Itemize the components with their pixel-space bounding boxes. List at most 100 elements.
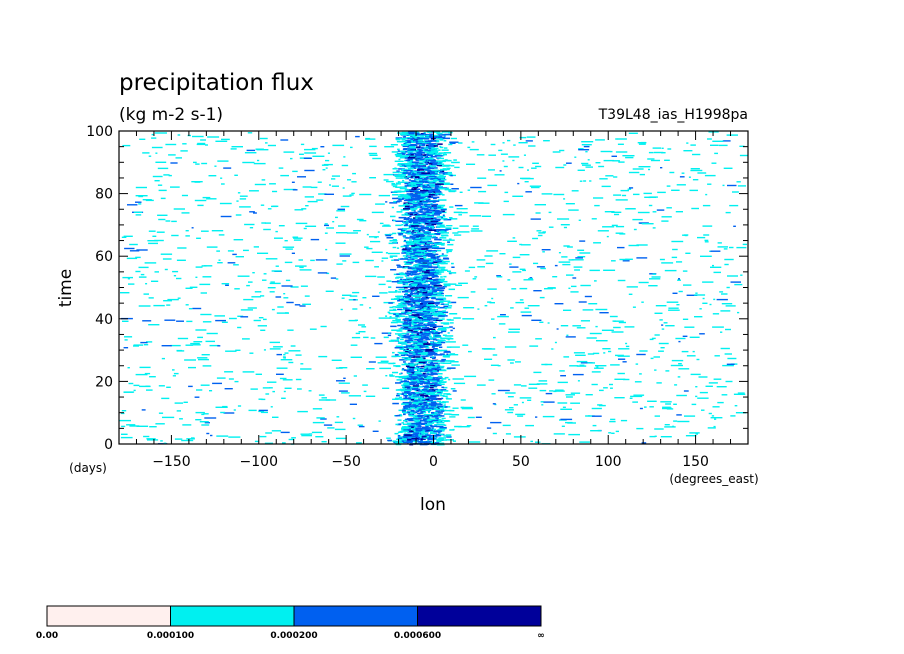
heatmap-cell — [560, 224, 570, 226]
heatmap-cell — [704, 241, 709, 243]
heatmap-cell — [513, 384, 522, 386]
heatmap-cell — [413, 269, 421, 272]
heatmap-cell — [603, 352, 606, 354]
heatmap-cell — [413, 342, 417, 344]
heatmap-cell — [185, 287, 193, 289]
heatmap-cell — [438, 442, 445, 444]
heatmap-cell — [414, 420, 419, 423]
heatmap-cell — [561, 256, 568, 258]
heatmap-cell — [701, 409, 705, 411]
heatmap-cell — [519, 254, 530, 256]
heatmap-cell — [444, 135, 447, 137]
heatmap-cell — [369, 307, 372, 309]
heatmap-cell — [442, 131, 450, 133]
heatmap-cell — [312, 421, 325, 424]
heatmap-cell — [406, 231, 410, 233]
heatmap-cell — [133, 211, 143, 213]
heatmap-cell — [171, 220, 177, 223]
heatmap-cell — [695, 433, 698, 435]
heatmap-cell — [690, 144, 696, 146]
heatmap-cell — [725, 211, 731, 214]
heatmap-cell — [414, 244, 422, 246]
heatmap-cell — [403, 208, 411, 210]
heatmap-cell — [356, 218, 364, 221]
heatmap-cell — [234, 288, 240, 290]
heatmap-cell — [423, 307, 428, 309]
heatmap-cell — [469, 441, 481, 443]
heatmap-cell — [671, 240, 684, 243]
heatmap-cell — [402, 227, 410, 230]
heatmap-cell — [454, 234, 462, 236]
heatmap-cell — [427, 240, 432, 243]
heatmap-cell — [410, 138, 414, 140]
heatmap-cell — [661, 147, 664, 149]
heatmap-cell — [443, 147, 448, 149]
heatmap-cell — [439, 346, 443, 348]
heatmap-cell — [285, 248, 293, 250]
heatmap-cell — [419, 173, 427, 176]
heatmap-cell — [297, 388, 302, 390]
heatmap-cell — [424, 365, 433, 368]
heatmap-cell — [424, 205, 432, 208]
heatmap-cell — [185, 304, 189, 306]
heatmap-cell — [412, 273, 417, 276]
heatmap-cell — [403, 420, 408, 422]
heatmap-cell — [521, 314, 532, 317]
heatmap-cell — [231, 146, 243, 148]
heatmap-cell — [392, 219, 395, 222]
heatmap-cell — [394, 167, 397, 169]
heatmap-cell — [337, 208, 345, 210]
heatmap-cell — [410, 427, 416, 430]
heatmap-cell — [615, 225, 625, 228]
heatmap-cell — [632, 218, 643, 221]
heatmap-cell — [492, 354, 498, 356]
heatmap-cell — [389, 374, 393, 376]
heatmap-cell — [676, 414, 682, 416]
heatmap-cell — [420, 137, 424, 139]
heatmap-cell — [462, 344, 469, 346]
heatmap-cell — [396, 276, 404, 279]
heatmap-cell — [342, 260, 347, 262]
heatmap-cell — [414, 351, 423, 354]
heatmap-cell — [401, 139, 406, 141]
heatmap-cell — [352, 417, 356, 420]
heatmap-cell — [409, 352, 418, 354]
heatmap-cell — [407, 383, 415, 386]
heatmap-cell — [447, 270, 452, 272]
heatmap-cell — [407, 267, 411, 270]
heatmap-cell — [444, 188, 452, 191]
heatmap-cell — [662, 406, 671, 408]
heatmap-cell — [579, 240, 586, 242]
heatmap-cell — [439, 383, 445, 385]
heatmap-cell — [429, 324, 437, 326]
heatmap-cell — [432, 219, 441, 222]
heatmap-cell — [404, 404, 411, 406]
heatmap-cell — [272, 190, 278, 193]
heatmap-cell — [186, 320, 193, 323]
heatmap-cell — [410, 206, 416, 208]
heatmap-cell — [264, 442, 273, 444]
heatmap-cell — [515, 361, 521, 363]
heatmap-cell — [423, 254, 427, 257]
heatmap-cell — [678, 368, 690, 370]
heatmap-cell — [401, 164, 409, 167]
heatmap-cell — [427, 288, 430, 290]
heatmap-cell — [443, 435, 451, 437]
heatmap-cell — [723, 167, 733, 169]
heatmap-cell — [346, 232, 358, 234]
heatmap-cell — [443, 386, 448, 389]
heatmap-cell — [388, 312, 399, 315]
heatmap-cell — [656, 382, 662, 384]
heatmap-cell — [413, 416, 419, 419]
heatmap-cell — [124, 247, 135, 250]
heatmap-cell — [621, 194, 627, 197]
heatmap-cell — [353, 299, 356, 301]
heatmap-cell — [405, 159, 410, 162]
heatmap-cell — [120, 292, 130, 294]
heatmap-cell — [129, 243, 138, 246]
heatmap-cell — [416, 410, 420, 412]
heatmap-cell — [685, 252, 691, 254]
heatmap-cell — [450, 183, 454, 185]
heatmap-cell — [431, 285, 436, 287]
heatmap-cell — [133, 389, 136, 392]
